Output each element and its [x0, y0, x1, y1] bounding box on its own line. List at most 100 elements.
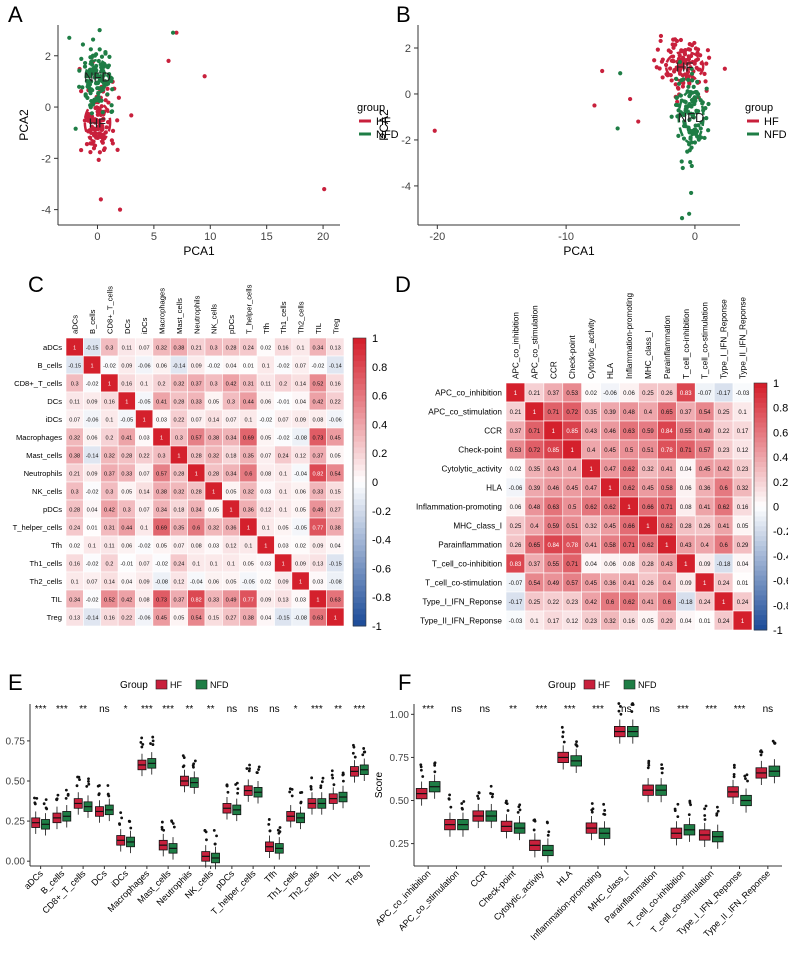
data-point — [101, 73, 106, 78]
significance-label: ** — [509, 704, 517, 715]
colorbar-step — [754, 491, 767, 498]
cell-value: 0.34 — [312, 346, 323, 352]
colorbar-tick: -0.2 — [773, 526, 788, 538]
data-point — [82, 118, 87, 123]
row-label: Mast_cells — [26, 451, 62, 460]
data-point — [97, 121, 102, 126]
legend: Group HF NFD — [548, 679, 657, 691]
colorbar-step — [353, 545, 366, 552]
cell-value: -0.04 — [294, 472, 307, 478]
colorbar-step — [754, 383, 767, 389]
outlier-point — [518, 803, 522, 807]
significance-label: ns — [99, 704, 110, 715]
cell-value: 0.73 — [312, 436, 323, 442]
cell-value: 0.37 — [312, 454, 323, 460]
cell-value: -0.14 — [173, 364, 186, 370]
data-point — [105, 86, 110, 91]
legend-label: HF — [170, 680, 182, 690]
cell-value: 0.43 — [585, 429, 597, 435]
outlier-point — [160, 820, 164, 824]
colorbar-step — [754, 452, 767, 458]
significance-label: ns — [269, 704, 280, 715]
row-label: APC_co_stimulation — [428, 408, 502, 417]
cell-value: 0.45 — [604, 448, 616, 454]
outlier-point — [75, 784, 79, 788]
data-point — [592, 103, 597, 108]
data-point — [109, 109, 115, 114]
outlier-point — [332, 783, 336, 787]
cell-value: 0.31 — [243, 382, 254, 388]
y-tick-label: 0 — [45, 102, 51, 114]
cell-value: 0.16 — [69, 562, 80, 568]
cell-value: -0.05 — [120, 418, 133, 424]
outlier-point — [744, 777, 747, 781]
column-label: Inflammation-promoting — [625, 293, 634, 379]
cell-value: 0.09 — [295, 562, 306, 568]
cell-value: 0.15 — [208, 616, 219, 622]
row-label: Tfh — [51, 541, 62, 550]
cell-value: 0.31 — [104, 526, 115, 532]
cell-value: 0.09 — [680, 581, 692, 587]
cell-value: 0.28 — [191, 454, 202, 460]
outlier-point — [151, 735, 155, 739]
outlier-point — [66, 793, 70, 797]
x-tick-label: 20 — [317, 231, 329, 243]
cell-value: 0.16 — [737, 505, 749, 511]
x-tick-label: 0 — [692, 231, 698, 243]
cell-value: 1 — [143, 418, 146, 424]
y-tick-label: 0 — [405, 89, 411, 101]
outlier-point — [181, 765, 185, 769]
cell-value: 0.01 — [699, 619, 711, 625]
data-point — [679, 159, 684, 164]
data-point — [680, 84, 686, 89]
cell-value: 0.77 — [243, 598, 254, 604]
outlier-point — [310, 776, 314, 780]
cell-value: 0.14 — [208, 418, 219, 424]
data-point — [687, 102, 692, 107]
cell-value: 0.5 — [625, 448, 634, 454]
data-point — [67, 35, 72, 40]
outlier-point — [120, 816, 124, 820]
colorbar-step — [353, 499, 366, 506]
outlier-point — [171, 822, 175, 825]
cell-value: 0.04 — [87, 508, 98, 514]
outlier-point — [268, 829, 272, 833]
cell-value: 0.06 — [623, 391, 635, 397]
data-point — [693, 123, 698, 128]
data-point — [686, 125, 691, 130]
data-point — [615, 126, 620, 131]
data-point — [676, 133, 681, 138]
legend-swatch — [583, 679, 596, 690]
cell-value: 0.1 — [738, 410, 747, 416]
cell-value: 1 — [230, 508, 233, 514]
colorbar-tick: -1 — [773, 625, 783, 637]
outlier-point — [660, 771, 664, 775]
column-label: Parainflammation — [663, 315, 672, 379]
outlier-point — [489, 784, 493, 788]
cell-value: 0.32 — [642, 467, 654, 473]
colorbar-frame — [352, 337, 367, 627]
cell-value: 0.4 — [663, 581, 672, 587]
outlier-point — [140, 745, 144, 749]
cell-value: 0.12 — [737, 448, 749, 454]
x-tick-label: Tfh — [263, 868, 279, 884]
outlier-point — [290, 794, 294, 798]
colorbar-tick: 0 — [372, 477, 378, 489]
row-label: iDCs — [46, 415, 63, 424]
outlier-point — [107, 794, 111, 798]
colorbar-step — [754, 600, 767, 606]
colorbar-tick: -0.4 — [773, 551, 788, 563]
outlier-point — [630, 710, 634, 713]
colorbar-step — [754, 457, 767, 463]
x-tick-label: -20 — [429, 231, 445, 243]
cell-value: 0.3 — [158, 454, 166, 460]
colorbar-step — [353, 482, 366, 489]
cell-value: 0.04 — [680, 619, 692, 625]
x-tick-label: 10 — [204, 231, 216, 243]
data-point — [654, 65, 659, 70]
data-point — [98, 73, 103, 79]
row-label: Neutrophils — [24, 469, 63, 478]
cell-value: -0.03 — [736, 391, 750, 397]
row-label: CCR — [484, 427, 502, 436]
